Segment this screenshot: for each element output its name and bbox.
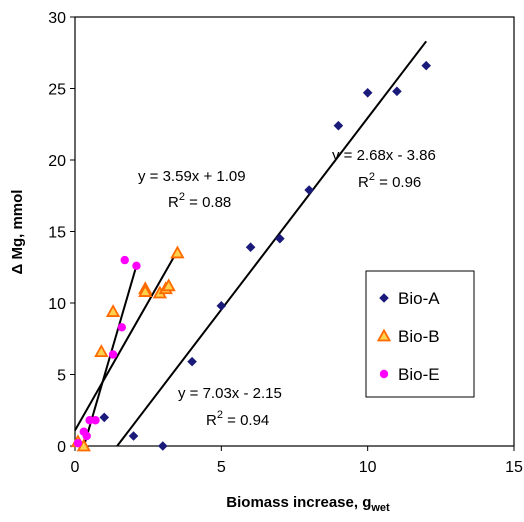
y-tick-label: 20 [48,153,66,170]
point-bio-a [304,185,314,195]
x-tick-label: 5 [217,459,226,476]
point-bio-a [392,86,402,97]
trendline-bio-a [116,40,427,447]
point-bio-e [132,261,141,271]
legend-marker-bio-b [376,328,392,342]
trendline-r2-bio-e: R2 = 0.94 [206,409,269,429]
trendline-equation-bio-e: y = 7.03x - 2.15 [178,385,282,402]
data-points [70,60,431,452]
point-bio-b [161,278,176,292]
legend: Bio-A Bio-B Bio-E [365,270,475,398]
point-bio-a [187,356,197,367]
point-bio-e [82,431,91,441]
x-axis-ticks: 0 5 10 15 [71,446,523,476]
trendline-r2-bio-b: R2 = 0.88 [168,191,231,211]
y-tick-label: 0 [57,439,66,456]
x-tick-label: 0 [71,459,80,476]
point-bio-a [245,242,256,253]
legend-marker-bio-e [379,369,389,379]
point-bio-b [170,245,185,259]
legend-marker-bio-a [379,293,389,303]
point-bio-e [108,350,118,359]
point-bio-a [216,301,227,311]
point-bio-a [158,441,168,451]
y-tick-label: 30 [48,10,66,27]
x-tick-label: 10 [359,459,377,476]
legend-label-bio-a: Bio-A [398,289,440,308]
y-tick-label: 15 [48,225,66,242]
point-bio-a [333,120,344,131]
point-bio-a [421,60,431,71]
point-bio-a [275,233,285,244]
y-tick-label: 25 [48,82,66,99]
legend-label-bio-e: Bio-E [398,365,440,384]
point-bio-e [91,416,100,425]
point-bio-a [362,87,373,98]
trendline-bio-b [74,250,179,431]
point-bio-b [94,344,109,358]
y-axis-ticks: 0 5 10 15 20 25 30 [48,10,75,456]
point-bio-e [85,416,94,425]
point-bio-a [99,412,110,423]
x-tick-label: 15 [505,459,523,476]
legend-label-bio-b: Bio-B [398,327,440,346]
trendline-equation-bio-a: y = 2.68x - 3.86 [332,147,436,164]
point-bio-b [138,284,153,297]
point-bio-a [128,431,139,441]
point-bio-b [105,304,121,317]
x-axis-label: Biomass increase, gwet [226,494,390,514]
point-bio-e [120,255,129,265]
trendline-equation-bio-b: y = 3.59x + 1.09 [138,168,246,185]
trendline-r2-bio-a: R2 = 0.96 [358,171,421,191]
y-tick-label: 10 [48,296,66,313]
point-bio-e [73,438,83,448]
y-tick-label: 5 [57,368,66,385]
point-bio-e [117,323,127,332]
y-axis-label: Δ Mg, mmol [9,190,26,275]
